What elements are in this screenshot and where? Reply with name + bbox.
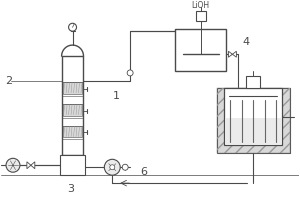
Polygon shape <box>228 51 233 57</box>
Text: 1: 1 <box>113 91 120 101</box>
Circle shape <box>110 165 115 170</box>
Circle shape <box>122 164 128 170</box>
Polygon shape <box>232 51 236 57</box>
Bar <box>217 88 290 153</box>
Bar <box>246 76 260 88</box>
Circle shape <box>6 158 20 172</box>
Bar <box>224 88 282 145</box>
Text: 2: 2 <box>5 76 12 86</box>
Text: 6: 6 <box>140 167 147 177</box>
Text: LiOH: LiOH <box>192 1 210 10</box>
Circle shape <box>127 70 133 76</box>
Bar <box>63 82 82 94</box>
Bar <box>60 155 86 175</box>
Polygon shape <box>27 162 31 169</box>
Bar <box>226 118 281 144</box>
Circle shape <box>104 159 120 175</box>
Circle shape <box>69 23 76 31</box>
Bar <box>217 88 290 153</box>
Text: 4: 4 <box>242 37 250 47</box>
Polygon shape <box>31 162 35 169</box>
Bar <box>63 126 82 137</box>
Bar <box>196 11 206 21</box>
Bar <box>61 56 83 155</box>
Bar <box>175 29 226 71</box>
Bar <box>63 104 82 116</box>
Text: 3: 3 <box>68 184 75 194</box>
